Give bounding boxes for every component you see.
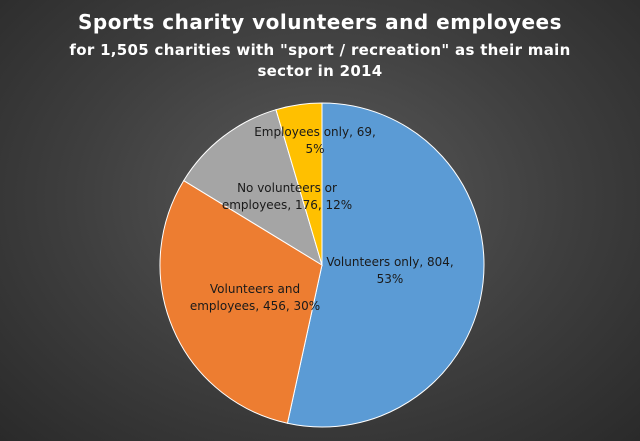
pie-slice-volunteers-and-employees — [159, 179, 323, 424]
chart-subtitle-line-1: for 1,505 charities with "sport / recrea… — [69, 41, 571, 59]
chart-subtitle-line-2: sector in 2014 — [257, 62, 383, 80]
data-label-volunteers-and-employees: Volunteers and employees, 456, 30% — [190, 282, 320, 313]
chart-subtitle: for 1,505 charities with "sport / recrea… — [60, 40, 580, 82]
data-label-no-volunteers-or-employees: No volunteers or employees, 176, 12% — [222, 181, 352, 212]
data-label-volunteers-only: Volunteers only, 804, 53% — [326, 255, 453, 286]
pie-slice-employees-only — [275, 102, 323, 266]
chart-title: Sports charity volunteers and employees — [77, 10, 563, 34]
data-label-employees-only: Employees only, 69, 5% — [254, 125, 376, 156]
pie-slice-volunteers-only — [286, 102, 485, 428]
